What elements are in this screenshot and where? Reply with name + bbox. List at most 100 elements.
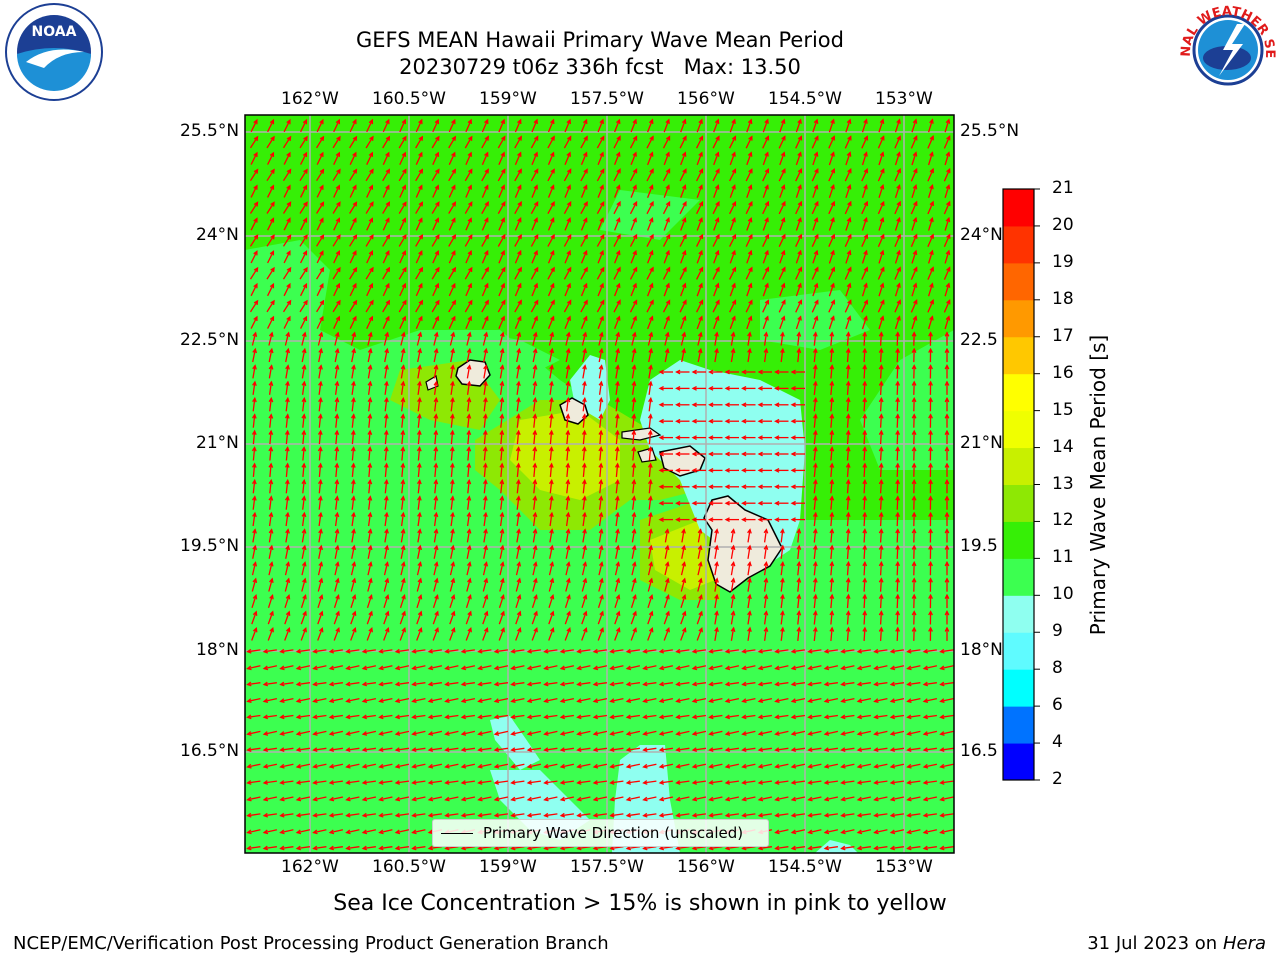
direction-arrowhead [286, 168, 292, 174]
direction-arrow [412, 682, 426, 686]
direction-arrow [280, 682, 294, 686]
direction-arrowhead [246, 763, 252, 769]
direction-arrow [527, 796, 542, 801]
direction-arrow [350, 578, 356, 592]
direction-arrow [792, 649, 805, 653]
direction-arrowhead [367, 396, 373, 403]
direction-arrowhead [559, 796, 566, 802]
direction-arrow [382, 283, 390, 297]
direction-arrow [763, 627, 768, 641]
direction-arrow [630, 185, 637, 198]
direction-arrowhead [631, 380, 637, 387]
direction-arrowhead [642, 714, 648, 720]
direction-arrow [581, 578, 587, 592]
noaa-logo-text: NOAA [32, 24, 77, 40]
direction-arrowhead [829, 528, 835, 534]
direction-arrow [911, 283, 917, 297]
direction-arrow [828, 136, 835, 149]
direction-arrow [351, 463, 355, 477]
direction-arrowhead [286, 184, 291, 190]
direction-arrowhead [433, 528, 439, 534]
direction-arrow [318, 513, 322, 527]
direction-arrowhead [823, 698, 830, 704]
direction-arrow [317, 595, 323, 608]
direction-arrow [544, 697, 558, 703]
direction-arrowhead [246, 747, 252, 753]
direction-arrow [874, 714, 888, 718]
direction-arrow [334, 381, 339, 395]
direction-arrowhead [499, 331, 505, 337]
direction-arrowhead [658, 763, 665, 769]
direction-arrow [367, 513, 372, 527]
direction-arrow [643, 796, 657, 801]
direction-arrowhead [517, 135, 522, 141]
direction-arrow [400, 349, 405, 363]
direction-arrow [863, 545, 866, 559]
direction-arrowhead [285, 528, 290, 534]
direction-arrowhead [774, 681, 780, 687]
direction-arrow [285, 496, 289, 510]
direction-arrowhead [352, 234, 358, 240]
direction-arrowhead [434, 184, 440, 190]
direction-arrow [729, 136, 736, 149]
direction-arrow [863, 496, 866, 510]
direction-arrow [581, 332, 587, 346]
direction-arrowhead [385, 233, 391, 240]
direction-arrow [582, 414, 586, 428]
colorbar-level-label: 14 [1052, 436, 1074, 457]
direction-arrow [465, 611, 472, 625]
direction-arrowhead [549, 380, 554, 387]
direction-arrowhead [829, 396, 835, 403]
direction-arrow [268, 332, 273, 346]
direction-arrowhead [319, 151, 324, 158]
direction-arrowhead [944, 429, 950, 435]
direction-arrowhead [565, 446, 571, 452]
direction-arrow [263, 730, 278, 735]
direction-arrowhead [812, 511, 818, 518]
direction-arrow [335, 398, 338, 412]
direction-arrow [318, 447, 322, 461]
direction-arrowhead [616, 135, 621, 141]
direction-arrow [349, 152, 357, 165]
direction-arrow [301, 365, 306, 379]
direction-arrowhead [631, 478, 637, 485]
direction-arrow [631, 545, 636, 559]
direction-arrow [714, 611, 718, 625]
direction-arrowhead [615, 577, 621, 584]
direction-arrowhead [384, 594, 390, 600]
direction-arrow [461, 665, 476, 670]
direction-arrowhead [797, 200, 803, 207]
direction-arrowhead [741, 517, 747, 522]
direction-arrow [811, 267, 819, 280]
direction-arrow [412, 697, 426, 703]
direction-arrow [434, 463, 437, 477]
direction-arrow [664, 332, 669, 346]
direction-arrow [429, 682, 442, 686]
direction-arrow [318, 529, 322, 543]
direction-arrow [877, 234, 885, 247]
direction-arrow [462, 747, 475, 751]
direction-arrowhead [433, 347, 439, 354]
direction-arrow [780, 545, 784, 559]
direction-arrow [434, 447, 437, 461]
direction-arrow [712, 300, 720, 313]
direction-arrow [879, 480, 883, 494]
direction-arrowhead [929, 315, 934, 321]
direction-arrowhead [631, 561, 637, 567]
direction-arrow [626, 763, 641, 768]
direction-arrowhead [417, 544, 423, 551]
direction-arrow [910, 267, 918, 280]
direction-arrowhead [796, 577, 802, 583]
direction-arrowhead [757, 714, 764, 720]
direction-arrowhead [466, 511, 472, 518]
direction-arrowhead [416, 478, 422, 485]
direction-arrow [632, 414, 635, 428]
direction-arrow [548, 332, 554, 346]
direction-arrow [399, 283, 406, 297]
direction-arrowhead [698, 151, 703, 157]
direction-arrowhead [625, 747, 632, 753]
direction-arrow [249, 267, 259, 280]
direction-arrow [548, 628, 554, 641]
direction-arrow [830, 365, 833, 379]
direction-arrow [923, 730, 938, 735]
